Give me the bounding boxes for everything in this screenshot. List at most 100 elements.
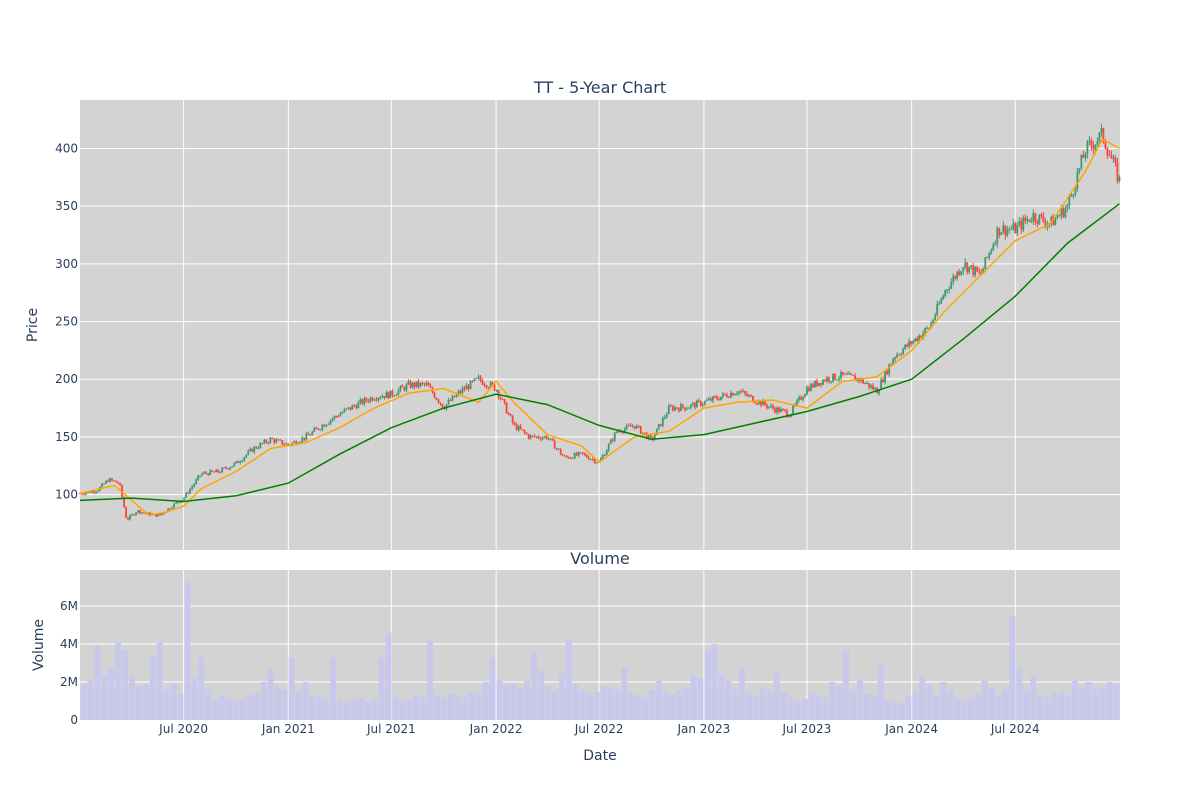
candle-body [689,404,692,408]
candle-body [910,341,913,344]
candle-body [860,378,862,382]
volume-bar [1009,615,1016,720]
candle-body [439,402,442,404]
candle-body [713,396,716,398]
candle-body [956,271,959,279]
candle-body [1068,196,1071,206]
volume-bar [565,638,572,720]
volume-bar [496,680,503,720]
candle-body [579,452,582,454]
long-moving-average-line [79,203,1120,503]
candle-body [776,407,778,413]
volume-bar [995,695,1002,720]
price-y-axis: 100 150 200 250 300 350 400 [55,141,78,501]
candle-body [125,507,127,518]
candle-body [800,397,802,400]
candle-body [1010,229,1013,231]
candle-body [852,374,854,376]
candle-body [780,409,782,413]
candle-body [982,268,985,274]
candle-body [401,386,404,388]
candle-body [97,490,99,492]
candle-body [353,405,356,407]
candle-body [970,265,973,267]
candle-body [884,370,887,383]
volume-bar [226,697,233,720]
candle-body [183,497,186,500]
candle-body [1100,128,1103,133]
candle-body [1086,141,1089,155]
candle-body [171,507,174,509]
volume-bar [447,693,454,720]
volume-bar [1002,689,1009,720]
volume-bar [129,676,135,720]
volume-bar [572,683,579,720]
candle-body [653,434,656,440]
candle-body [79,493,81,495]
candle-body [1008,229,1011,231]
candle-body [203,472,206,474]
candle-body [920,335,923,338]
candle-body [928,327,931,329]
candle-body [395,394,398,396]
candle-body [675,407,678,409]
candle-body [133,514,135,516]
candle-body [577,452,580,456]
volume-bar [697,678,704,720]
candle-body [1004,225,1007,236]
volume-bar [163,689,170,720]
candle-body [894,357,897,360]
candle-body [629,425,632,427]
candle-body [251,448,254,452]
candle-body [659,424,662,426]
candle-body [900,354,903,356]
candle-body [351,405,354,410]
volume-bar [94,645,101,720]
candle-body [681,404,684,408]
candle-body [862,378,864,384]
candle-body [824,379,826,382]
candle-body [323,424,326,427]
candle-body [846,373,848,375]
candle-body [842,372,844,375]
candle-body [543,436,546,438]
candle-body [457,391,460,395]
date-x-tick-label: Jan 2021 [261,722,315,736]
date-x-tick-label: Jul 2024 [990,722,1040,736]
candle-body [253,446,256,452]
volume-y-tick-label: 4M [60,637,78,651]
volume-bar [1051,693,1058,720]
volume-bar [531,651,538,720]
volume-bar [538,670,545,720]
candle-body [774,408,776,413]
candle-body [363,398,366,404]
price-y-tick-label: 350 [55,199,78,213]
candle-body [589,459,592,461]
candle-body [703,401,706,405]
candle-body [778,407,780,413]
volume-bar [434,695,441,720]
candle-body [1118,176,1121,182]
candle-body [385,392,388,398]
candle-body [882,379,885,383]
candle-body [303,437,306,440]
volume-bar [184,581,191,720]
candle-body [155,513,158,517]
candle-body [139,510,141,514]
candle-body [505,402,508,414]
candle-body [940,298,943,304]
candle-body [559,449,562,455]
volume-bar [676,689,683,720]
candle-body [393,395,396,397]
candle-body [814,380,816,388]
candle-body [740,391,742,393]
candle-body [942,295,945,299]
candle-body [263,440,266,444]
candle-body [243,457,246,461]
candle-body [223,467,226,469]
volume-bar [635,695,642,720]
date-x-tick-label: Jul 2021 [366,722,416,736]
candle-body [870,385,872,388]
volume-bar [385,632,392,720]
